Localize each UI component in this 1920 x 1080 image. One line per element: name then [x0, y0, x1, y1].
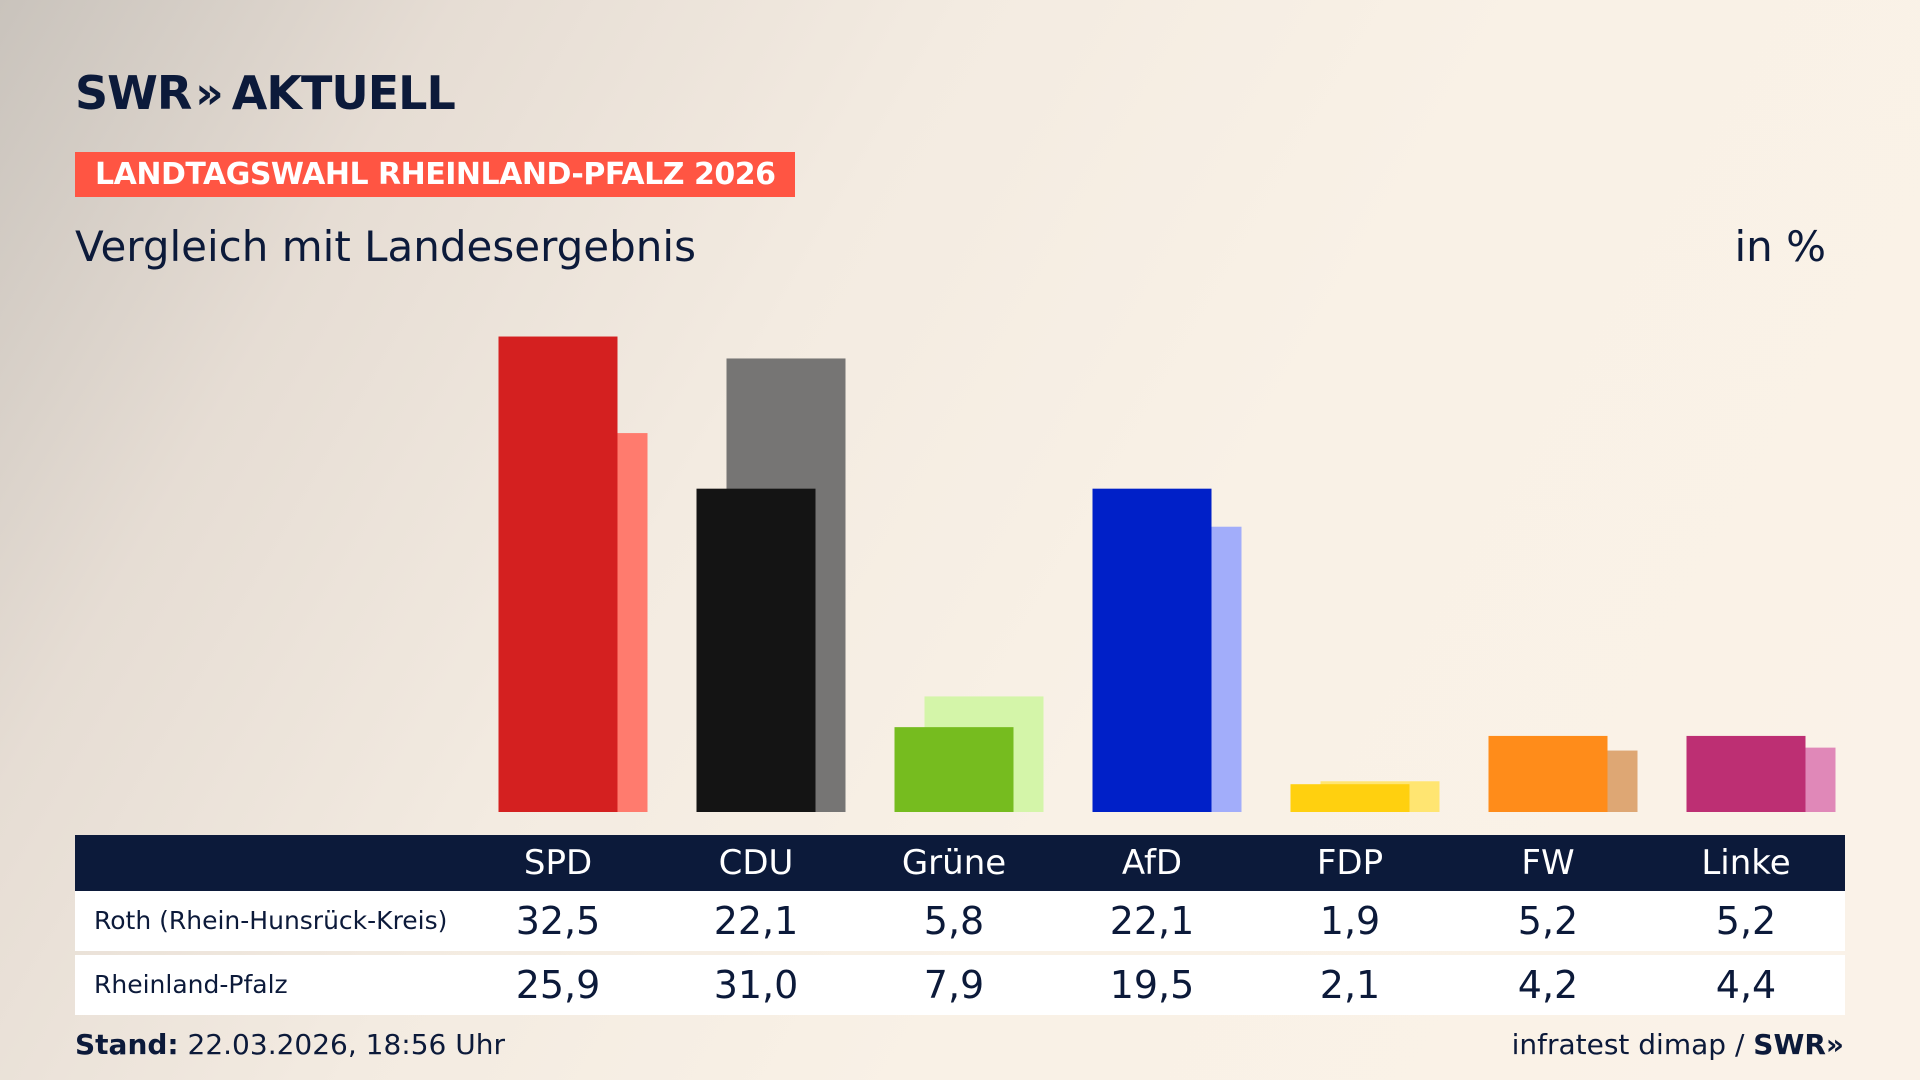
value-cell-spd: 32,5: [515, 899, 601, 943]
timestamp: Stand: 22.03.2026, 18:56 Uhr: [75, 1028, 505, 1061]
bar-local-fdp: [1290, 784, 1410, 812]
bar-local-afd: [1092, 488, 1212, 812]
bar-local-grüne: [894, 727, 1014, 812]
source-text: infratest dimap /: [1511, 1028, 1745, 1061]
election-badge: LANDTAGSWAHL RHEINLAND-PFALZ 2026: [75, 152, 796, 197]
unit-label: in %: [1734, 222, 1826, 271]
chart-subtitle: Vergleich mit Landesergebnis: [75, 222, 696, 271]
party-label-grüne: Grüne: [901, 843, 1007, 883]
value-cell-linke: 5,2: [1715, 899, 1777, 943]
swr-aktuell-logo: SWR » AKTUELL: [75, 66, 456, 120]
value-cell-linke: 4,4: [1715, 963, 1777, 1007]
party-label-spd: SPD: [523, 843, 593, 883]
value-cell-fdp: 2,1: [1319, 963, 1381, 1007]
value-cell-grüne: 5,8: [923, 899, 985, 943]
value-cell-cdu: 31,0: [713, 963, 799, 1007]
party-label-afd: AfD: [1121, 843, 1183, 883]
table-row: Rheinland-Pfalz 25,9 31,0 7,9 19,5 2,1 4,2 4,4: [75, 955, 1845, 1015]
bar-chart: [498, 336, 1836, 812]
logo-brand: SWR: [75, 66, 192, 120]
table-row: Roth (Rhein-Hunsrück-Kreis) 32,5 22,1 5,8 22…: [75, 891, 1845, 951]
value-cell-grüne: 7,9: [923, 963, 985, 1007]
value-cell-cdu: 22,1: [713, 899, 799, 943]
row-label: Roth (Rhein-Hunsrück-Kreis): [94, 906, 448, 935]
party-label-linke: Linke: [1701, 843, 1791, 883]
party-label-fw: FW: [1521, 843, 1575, 883]
bar-local-cdu: [696, 488, 816, 812]
source-brand: SWR»: [1753, 1028, 1844, 1061]
logo-suffix: AKTUELL: [231, 66, 456, 120]
stand-label: Stand:: [75, 1028, 179, 1061]
source-credit: infratest dimap / SWR»: [1512, 1028, 1844, 1061]
row-label: Rheinland-Pfalz: [94, 970, 288, 999]
value-cell-fw: 4,2: [1517, 963, 1579, 1007]
value-cell-fw: 5,2: [1517, 899, 1579, 943]
bar-local-fw: [1488, 735, 1608, 812]
value-cell-afd: 19,5: [1109, 963, 1195, 1007]
bar-local-spd: [498, 336, 618, 812]
party-label-fdp: FDP: [1316, 843, 1384, 883]
value-cell-afd: 22,1: [1109, 899, 1195, 943]
results-table: SPD CDU Grüne AfD FDP FW Linke Roth (Rhein-Hun…: [75, 835, 1845, 1015]
value-cell-spd: 25,9: [515, 963, 601, 1007]
table-header: SPD CDU Grüne AfD FDP FW Linke: [75, 835, 1845, 891]
stand-value: 22.03.2026, 18:56 Uhr: [187, 1028, 505, 1061]
value-cell-fdp: 1,9: [1319, 899, 1381, 943]
party-label-cdu: CDU: [718, 843, 794, 883]
bar-local-linke: [1686, 735, 1806, 812]
